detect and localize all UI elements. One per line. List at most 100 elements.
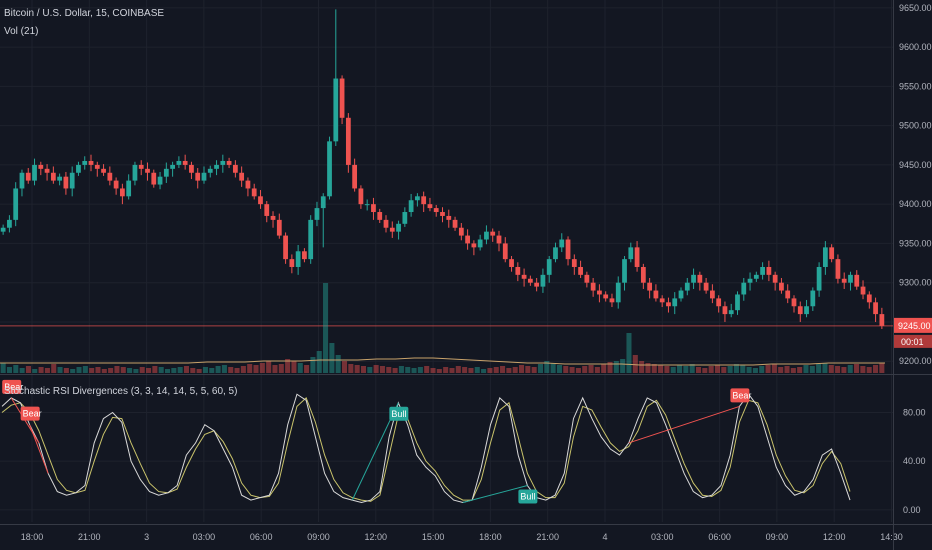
candle-body[interactable]	[276, 219, 282, 236]
candle-body[interactable]	[377, 212, 383, 220]
candle-body[interactable]	[239, 172, 245, 181]
candle-body[interactable]	[195, 172, 201, 181]
candle-body[interactable]	[333, 78, 339, 142]
candle-body[interactable]	[76, 164, 81, 173]
candle-body[interactable]	[101, 168, 106, 173]
candle-body[interactable]	[741, 282, 747, 295]
candle-body[interactable]	[571, 259, 577, 267]
candle-body[interactable]	[797, 306, 803, 315]
candle-body[interactable]	[653, 290, 659, 299]
candle-body[interactable]	[32, 164, 37, 181]
candle-body[interactable]	[597, 290, 602, 295]
candle-body[interactable]	[371, 204, 376, 213]
candle-body[interactable]	[766, 266, 772, 275]
candle-body[interactable]	[760, 266, 765, 275]
candle-body[interactable]	[289, 259, 295, 267]
candle-body[interactable]	[490, 231, 496, 236]
candle-body[interactable]	[7, 219, 12, 228]
candle-body[interactable]	[320, 196, 326, 209]
candle-body[interactable]	[107, 172, 113, 181]
candle-body[interactable]	[364, 204, 370, 206]
candle-body[interactable]	[854, 274, 860, 287]
candle-body[interactable]	[201, 172, 207, 181]
candle-body[interactable]	[408, 200, 414, 213]
candle-body[interactable]	[251, 188, 257, 197]
candle-body[interactable]	[659, 298, 665, 303]
candle-body[interactable]	[816, 266, 822, 291]
candle-body[interactable]	[628, 247, 634, 260]
candle-body[interactable]	[170, 164, 175, 169]
candle-body[interactable]	[308, 219, 314, 260]
candle-body[interactable]	[866, 294, 872, 303]
candle-body[interactable]	[553, 247, 558, 260]
candle-body[interactable]	[207, 168, 213, 173]
candle-body[interactable]	[176, 160, 182, 165]
candle-body[interactable]	[879, 314, 885, 326]
candle-body[interactable]	[44, 168, 50, 173]
candle-body[interactable]	[603, 294, 609, 299]
candle-body[interactable]	[352, 164, 358, 189]
candle-body[interactable]	[232, 164, 238, 173]
candle-body[interactable]	[546, 259, 552, 275]
candle-body[interactable]	[295, 251, 301, 267]
candle-body[interactable]	[327, 141, 332, 197]
candle-body[interactable]	[465, 235, 470, 244]
candle-body[interactable]	[88, 160, 94, 165]
candle-body[interactable]	[458, 227, 464, 236]
candle-body[interactable]	[540, 274, 546, 287]
candle-body[interactable]	[527, 278, 533, 283]
candle-body[interactable]	[226, 160, 232, 165]
candle-body[interactable]	[779, 282, 784, 291]
candle-body[interactable]	[484, 231, 489, 240]
candle-body[interactable]	[835, 259, 841, 279]
candle-body[interactable]	[634, 247, 640, 267]
candle-body[interactable]	[63, 176, 69, 189]
candle-body[interactable]	[220, 160, 226, 165]
candle-body[interactable]	[502, 243, 508, 260]
candle-body[interactable]	[477, 239, 483, 248]
candle-body[interactable]	[559, 239, 565, 248]
candle-body[interactable]	[534, 282, 540, 287]
candle-body[interactable]	[245, 180, 251, 189]
candle-body[interactable]	[710, 290, 715, 299]
candle-body[interactable]	[822, 247, 828, 267]
candle-body[interactable]	[145, 168, 150, 173]
candle-body[interactable]	[38, 164, 44, 169]
candle-body[interactable]	[848, 274, 853, 283]
candle-body[interactable]	[415, 196, 420, 201]
candle-body[interactable]	[684, 282, 690, 291]
candle-body[interactable]	[678, 290, 684, 299]
candle-body[interactable]	[314, 208, 320, 220]
candle-body[interactable]	[496, 235, 502, 244]
candle-body[interactable]	[584, 274, 590, 283]
candle-body[interactable]	[283, 235, 288, 260]
candle-body[interactable]	[57, 176, 63, 181]
candle-body[interactable]	[345, 117, 351, 165]
candle-body[interactable]	[747, 278, 753, 283]
candle-body[interactable]	[647, 282, 653, 291]
candle-body[interactable]	[515, 266, 521, 275]
candle-body[interactable]	[157, 176, 163, 185]
candle-body[interactable]	[609, 298, 615, 303]
candle-body[interactable]	[358, 188, 364, 205]
candle-body[interactable]	[829, 247, 835, 260]
candle-body[interactable]	[113, 180, 119, 189]
candle-body[interactable]	[691, 274, 696, 283]
candle-body[interactable]	[132, 164, 138, 181]
candle-body[interactable]	[860, 286, 866, 295]
candle-body[interactable]	[728, 310, 734, 315]
candle-body[interactable]	[716, 298, 722, 307]
candle-body[interactable]	[452, 219, 458, 228]
candle-body[interactable]	[151, 172, 157, 185]
candle-body[interactable]	[722, 306, 728, 315]
candle-body[interactable]	[873, 302, 878, 315]
candle-body[interactable]	[446, 215, 452, 220]
candle-body[interactable]	[270, 215, 276, 220]
candle-body[interactable]	[804, 306, 809, 315]
candle-body[interactable]	[19, 172, 25, 189]
candle-body[interactable]	[433, 208, 439, 213]
candle-body[interactable]	[772, 274, 778, 283]
candle-body[interactable]	[640, 266, 646, 283]
candle-body[interactable]	[258, 196, 263, 205]
